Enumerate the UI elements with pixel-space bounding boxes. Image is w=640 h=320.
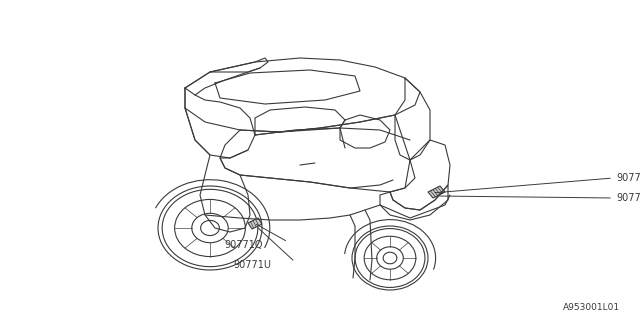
- Text: 90771U: 90771U: [233, 260, 271, 270]
- Text: A953001L01: A953001L01: [563, 303, 620, 312]
- Text: 90771Q: 90771Q: [224, 240, 262, 250]
- Polygon shape: [248, 218, 262, 229]
- Polygon shape: [428, 186, 445, 198]
- Text: 90771Q: 90771Q: [616, 173, 640, 183]
- Text: 90771U: 90771U: [616, 193, 640, 203]
